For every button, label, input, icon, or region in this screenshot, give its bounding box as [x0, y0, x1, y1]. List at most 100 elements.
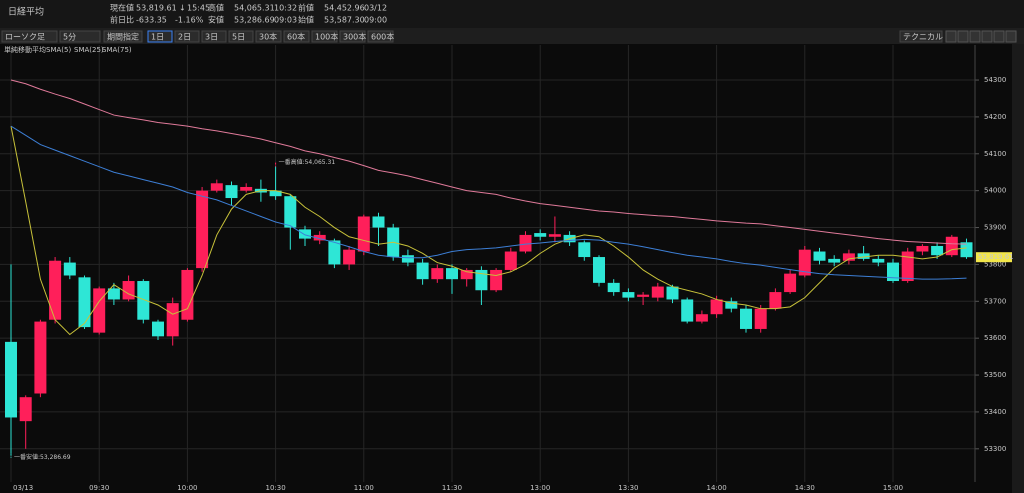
candle-body: [681, 299, 694, 322]
header-bg: [0, 0, 1024, 28]
quote-label: 前値: [298, 3, 314, 13]
candle-body: [416, 262, 429, 280]
candle-body: [328, 240, 341, 265]
y-tick-label: 53800: [984, 260, 1006, 268]
y-tick-label: 54000: [984, 187, 1006, 195]
candle-body: [196, 190, 209, 269]
candle-body: [152, 321, 164, 337]
period-button[interactable]: 2日: [178, 33, 191, 42]
quote-time: 10:32: [274, 4, 297, 13]
period-button-box[interactable]: [367, 30, 394, 43]
candle-body: [166, 303, 179, 337]
period-button[interactable]: 600本: [371, 32, 394, 42]
quote-time: 09:03: [274, 16, 297, 25]
instrument-title: 日経平均: [8, 6, 44, 18]
period-button-box[interactable]: [311, 30, 338, 43]
technical-button[interactable]: テクニカル: [903, 33, 943, 42]
legend-title: 単純移動平均: [4, 45, 46, 54]
candle-body: [916, 245, 929, 252]
style-select-box[interactable]: [1, 30, 58, 43]
tool-icon[interactable]: [1005, 30, 1017, 43]
period-button[interactable]: 300本: [343, 32, 366, 42]
candle-body: [93, 288, 106, 333]
interval-select-box[interactable]: [59, 30, 101, 43]
quote-value: 54,065.31: [234, 4, 275, 13]
candle-body: [299, 229, 311, 239]
candle-body: [49, 260, 62, 320]
x-tick-label: 10:30: [266, 484, 286, 492]
legend-entry: SMA(75): [102, 46, 132, 54]
quote-value: 54,452.96: [324, 4, 365, 13]
quote-pct: -1.16%: [175, 16, 204, 25]
candle-body: [857, 253, 870, 259]
period-button[interactable]: 100本: [315, 32, 338, 42]
candle-body: [63, 262, 76, 276]
candle-body: [107, 288, 120, 300]
x-tick-label: 03/13: [13, 484, 33, 492]
style-select[interactable]: ローソク足: [5, 33, 45, 42]
candle-body: [887, 262, 899, 282]
candle-body: [637, 294, 650, 297]
candle-body: [5, 341, 17, 418]
tool-icon[interactable]: [957, 30, 969, 43]
period-button-box[interactable]: [147, 30, 173, 43]
quote-time: 15:45: [187, 4, 210, 13]
tool-icon[interactable]: [981, 30, 993, 43]
x-tick-label: 14:30: [795, 484, 815, 492]
last-price-label: 53,819.61: [978, 253, 1014, 261]
quote-time: 03/12: [364, 4, 387, 13]
period-button[interactable]: 3日: [205, 33, 218, 42]
candle-body: [284, 196, 297, 228]
x-tick-label: 13:30: [618, 484, 638, 492]
period-button[interactable]: 30本: [259, 32, 277, 42]
candle-body: [240, 186, 253, 191]
period-button-box[interactable]: [174, 30, 200, 43]
period-button[interactable]: 5日: [232, 33, 245, 42]
candle-body: [828, 258, 841, 263]
period-button-box[interactable]: [283, 30, 310, 43]
sma-line: [10, 126, 967, 336]
period-button-box[interactable]: [228, 30, 254, 43]
interval-select[interactable]: 5分: [63, 33, 76, 42]
period-button[interactable]: 60本: [287, 32, 305, 42]
candle-body: [945, 236, 958, 256]
high-annotation: 一番高値:54,065.31: [279, 158, 336, 166]
tool-icon[interactable]: [945, 30, 957, 43]
candle-body: [34, 321, 47, 394]
range-button-box[interactable]: [103, 30, 143, 43]
candle-body: [269, 190, 282, 197]
x-tick-label: 14:00: [707, 484, 727, 492]
technical-button-box[interactable]: [899, 30, 943, 43]
quote-label: 現在値: [110, 3, 134, 13]
period-button-box[interactable]: [339, 30, 366, 43]
candle-body: [931, 245, 944, 256]
candle-body: [548, 234, 561, 237]
tool-icon[interactable]: [993, 30, 1005, 43]
y-tick-label: 54300: [984, 76, 1006, 84]
candle-body: [534, 233, 547, 237]
quote-label: 始値: [298, 15, 314, 25]
candle-body: [784, 273, 797, 293]
scrollbar: [1012, 44, 1024, 493]
tool-icon[interactable]: [969, 30, 981, 43]
candle-body: [725, 301, 738, 309]
candle-body: [19, 397, 32, 422]
candle-body: [225, 185, 238, 199]
candle-body: [313, 234, 326, 241]
x-tick-label: 09:30: [89, 484, 109, 492]
range-button[interactable]: 期間指定: [107, 32, 139, 42]
period-button-box[interactable]: [201, 30, 227, 43]
quote-label: 安値: [208, 15, 224, 25]
candle-body: [607, 282, 620, 293]
plot-bg: [0, 44, 975, 482]
candle-body: [578, 242, 591, 258]
candle-body: [519, 234, 532, 252]
quote-value: 53,286.69: [234, 16, 275, 25]
y-tick-label: 53900: [984, 224, 1006, 232]
period-button-box[interactable]: [255, 30, 282, 43]
candle-body: [593, 257, 605, 283]
legend-entry: SMA(25): [74, 46, 104, 54]
quote-time: 09:00: [364, 16, 387, 25]
period-button[interactable]: 1日: [151, 33, 164, 42]
candle-body: [78, 277, 91, 328]
